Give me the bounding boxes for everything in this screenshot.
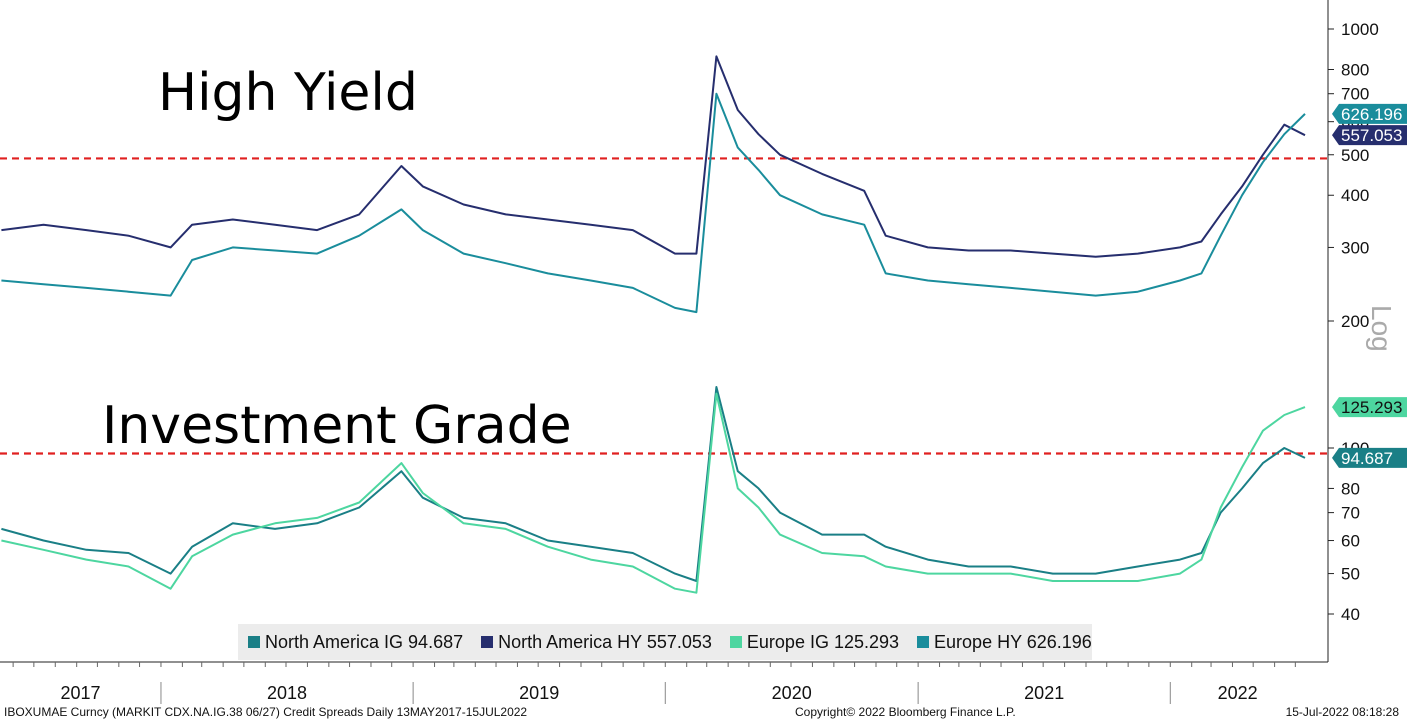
legend-swatch: [729, 636, 742, 648]
legend-label: Europe HY 626.196: [934, 631, 1092, 652]
last-value-tag: 94.687: [1332, 447, 1407, 468]
last-value-tag-bg: [1332, 103, 1407, 124]
footer-copyright: Copyright© 2022 Bloomberg Finance L.P.: [795, 705, 1016, 719]
last-value-tag-bg: [1332, 125, 1407, 146]
legend-item: North America IG 94.687: [248, 632, 463, 653]
series-line-europe-ig: [1, 392, 1306, 594]
last-value-tag-bg: [1332, 397, 1407, 418]
last-value-tag-text: 94.687: [1341, 449, 1393, 468]
last-value-tag-text: 125.293: [1341, 398, 1402, 417]
x-tick-label: 2021: [1024, 683, 1064, 703]
chart-legend: North America IG 94.687 North America HY …: [238, 624, 1092, 660]
footer-timestamp: 15-Jul-2022 08:18:28: [1285, 705, 1399, 719]
ig-y-tick-label: 50: [1341, 565, 1360, 584]
ig-y-tick-label: 70: [1341, 504, 1360, 523]
legend-swatch: [481, 636, 494, 648]
ig-y-tick-label: 60: [1341, 532, 1360, 551]
legend-item: North America HY 557.053: [481, 632, 712, 653]
x-tick-label: 2022: [1218, 683, 1258, 703]
hy-y-tick-label: 300: [1341, 238, 1369, 257]
hy-y-tick-label: 400: [1341, 186, 1369, 205]
last-value-tag-text: 557.053: [1341, 126, 1402, 145]
legend-label: North America IG 94.687: [265, 631, 464, 652]
legend-label: North America HY 557.053: [498, 631, 712, 652]
ig-y-tick-label: 80: [1341, 479, 1360, 498]
legend-label: Europe IG 125.293: [746, 631, 900, 652]
last-value-tag: 626.196: [1332, 103, 1407, 124]
last-value-tag: 125.293: [1332, 397, 1407, 418]
ig-y-tick-label: 40: [1341, 605, 1360, 624]
legend-swatch: [917, 636, 930, 648]
series-line-north-america-ig: [1, 386, 1306, 582]
legend-item: Europe IG 125.293: [729, 631, 900, 653]
footer-source: IBOXUMAE Curncy (MARKIT CDX.NA.IG.38 06/…: [4, 705, 528, 719]
last-value-tag: 557.053: [1332, 125, 1407, 146]
log-scale-label: Log: [1366, 305, 1397, 352]
investment-grade-title: Investment Grade: [102, 396, 572, 456]
hy-y-tick-label: 700: [1341, 85, 1369, 104]
x-tick-label: 2020: [772, 683, 812, 703]
hy-y-tick-label: 200: [1341, 312, 1369, 331]
high-yield-title: High Yield: [158, 63, 418, 123]
series-line-europe-hy: [1, 92, 1306, 314]
hy-y-tick-label: 1000: [1341, 20, 1379, 39]
last-value-tag-text: 626.196: [1341, 105, 1402, 124]
series-line-north-america-hy: [1, 55, 1306, 258]
x-tick-label: 2019: [519, 683, 559, 703]
legend-swatch: [248, 636, 260, 648]
hy-y-tick-label: 500: [1341, 146, 1369, 165]
last-value-tag-bg: [1332, 447, 1407, 468]
legend-item: Europe HY 626.196: [917, 632, 1092, 653]
hy-y-tick-label: 800: [1341, 60, 1369, 79]
x-tick-label: 2018: [267, 683, 307, 703]
x-tick-label: 2017: [60, 683, 100, 703]
